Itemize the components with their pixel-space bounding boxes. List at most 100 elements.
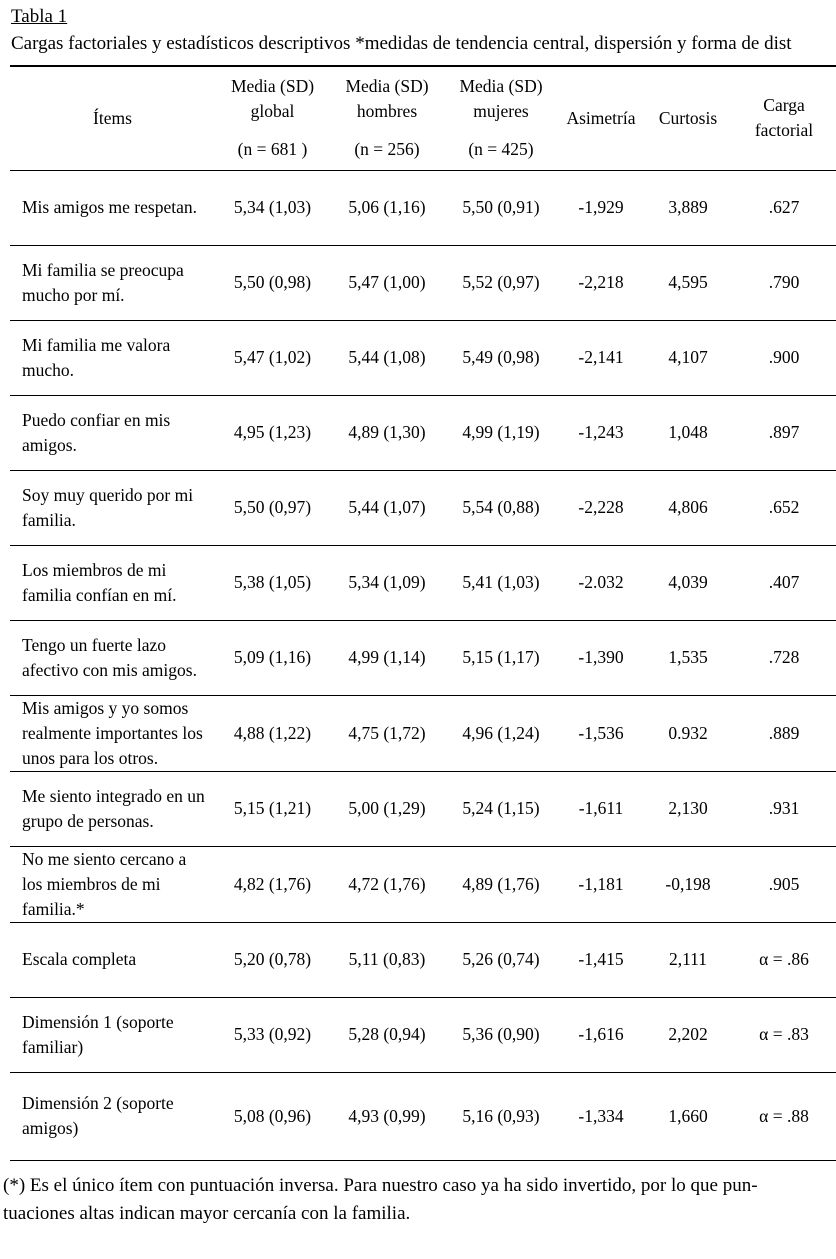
media-global-cell: 5,15 (1,21) [233, 798, 312, 818]
curtosis-cell: 1,535 [668, 647, 708, 667]
media-global-cell: 5,33 (0,92) [233, 1024, 312, 1044]
media-hombres-cell: 4,89 (1,30) [348, 422, 426, 442]
asimetria-cell: -1,929 [578, 197, 624, 217]
media-hombres-line2: hombres [356, 101, 418, 122]
item-text-cell: Mis amigos me respetan. [22, 197, 197, 217]
paper-page: Tabla 1 Cargas factoriales y estadístico… [0, 5, 836, 1228]
asimetria-cell: -1,611 [578, 798, 624, 818]
table-row: Escala completa 5,20 (0,78) 5,11 (0,83) 5,2… [10, 922, 836, 997]
media-global-cell: 4,95 (1,23) [233, 422, 312, 442]
media-mujeres-cell: 5,15 (1,17) [462, 647, 540, 667]
carga-factorial-cell: .905 [768, 873, 800, 894]
curtosis-cell: 1,048 [668, 422, 708, 442]
item-text-cell: Dimensión 2 (soporte amigos) [22, 1093, 174, 1138]
curtosis-cell: 4,039 [668, 572, 708, 592]
media-mujeres-cell: 5,41 (1,03) [462, 572, 540, 592]
carga-factorial-cell: .728 [768, 647, 800, 667]
item-text-cell: Puedo confiar en mis amigos. [22, 409, 171, 455]
table-row: Puedo confiar en mis amigos. 4,95 (1,23) 4… [10, 395, 836, 470]
curtosis-cell: 4,595 [668, 272, 708, 292]
media-global-n: (n = 681 ) [237, 139, 308, 160]
media-hombres-cell: 5,28 (0,94) [348, 1024, 426, 1044]
media-global-cell: 5,38 (1,05) [233, 572, 312, 592]
curtosis-cell: 4,806 [668, 497, 708, 517]
media-mujeres-n: (n = 425) [468, 139, 534, 160]
asimetria-cell: -1,243 [578, 422, 624, 442]
carga-line1: Carga [763, 95, 805, 116]
carga-line2: factorial [754, 120, 814, 141]
table-row: Mis amigos me respetan. 5,34 (1,03) 5,06 (… [10, 170, 836, 245]
carga-factorial-cell: .889 [768, 722, 800, 743]
curtosis-cell: 2,202 [668, 1024, 708, 1044]
media-hombres-cell: 4,93 (0,99) [348, 1105, 426, 1126]
table-row: Me siento integrado en un grupo de perso… [10, 771, 836, 846]
asimetria-cell: -1,415 [578, 949, 624, 969]
carga-factorial-cell: .790 [768, 272, 800, 292]
carga-factorial-cell: .652 [768, 497, 800, 517]
media-global-cell: 5,20 (0,78) [233, 949, 312, 969]
media-mujeres-cell: 5,26 (0,74) [462, 949, 540, 969]
media-hombres-line1: Media (SD) [345, 76, 429, 97]
col-header-media-hombres: Media (SD) hombres (n = 256) [330, 66, 444, 170]
asimetria-cell: -2,228 [578, 497, 624, 517]
media-hombres-cell: 5,34 (1,09) [348, 572, 426, 592]
asimetria-cell: -1,334 [578, 1105, 624, 1126]
col-header-carga-factorial: Carga factorial [732, 66, 836, 170]
table-row: Soy muy querido por mi familia. 5,50 (0,9… [10, 470, 836, 545]
asimetria-cell: -2,218 [578, 272, 624, 292]
media-mujeres-cell: 5,24 (1,15) [462, 798, 540, 818]
media-mujeres-cell: 5,50 (0,91) [462, 197, 540, 217]
asimetria-cell: -1,181 [578, 873, 624, 894]
carga-factorial-cell: α = .88 [759, 1105, 809, 1126]
carga-factorial-cell: α = .83 [759, 1024, 809, 1044]
curtosis-cell: 2,111 [668, 949, 708, 969]
curtosis-cell: 0.932 [668, 722, 708, 743]
table-row: Los miembros de mi familia confían en mí… [10, 545, 836, 620]
table-footnote: (*) Es el único ítem con puntuación inve… [3, 1172, 833, 1228]
media-hombres-n: (n = 256) [354, 139, 420, 160]
table-row: Mi familia me valora mucho. 5,47 (1,02) 5,… [10, 320, 836, 395]
item-text-cell: Los miembros de mi familia confían en mí… [22, 559, 177, 605]
statistics-table: Ítems Media (SD) global (n = 681 ) Media… [10, 65, 836, 1161]
carga-factorial-cell: .931 [768, 798, 800, 818]
media-hombres-cell: 5,47 (1,00) [348, 272, 426, 292]
media-mujeres-cell: 4,99 (1,19) [462, 422, 540, 442]
media-mujeres-cell: 5,36 (0,90) [462, 1024, 540, 1044]
media-hombres-cell: 5,44 (1,07) [348, 497, 426, 517]
media-global-cell: 4,82 (1,76) [233, 873, 312, 894]
media-global-cell: 5,09 (1,16) [233, 647, 312, 667]
col-header-media-mujeres: Media (SD) mujeres (n = 425) [444, 66, 558, 170]
media-mujeres-cell: 5,52 (0,97) [462, 272, 540, 292]
asimetria-cell: -1,390 [578, 647, 624, 667]
media-mujeres-line2: mujeres [473, 101, 529, 122]
media-hombres-cell: 5,00 (1,29) [348, 798, 426, 818]
asimetria-cell: -2.032 [578, 572, 624, 592]
media-mujeres-cell: 5,16 (0,93) [462, 1105, 540, 1126]
item-text-cell: No me siento cercano a los miembros de m… [22, 848, 187, 919]
carga-factorial-cell: .407 [768, 572, 800, 592]
asimetria-cell: -2,141 [578, 347, 624, 367]
asimetria-cell: -1,616 [578, 1024, 624, 1044]
item-text-cell: Escala completa [22, 949, 137, 969]
table-row: Tengo un fuerte lazo afectivo con mis am… [10, 620, 836, 695]
asimetria-cell: -1,536 [578, 722, 624, 743]
item-text-cell: Soy muy querido por mi familia. [22, 484, 194, 530]
col-header-items: Ítems [93, 107, 132, 128]
media-global-cell: 4,88 (1,22) [233, 722, 312, 743]
carga-factorial-cell: .900 [768, 347, 800, 367]
media-mujeres-cell: 4,89 (1,76) [462, 873, 540, 894]
carga-factorial-cell: .897 [768, 422, 800, 442]
media-global-cell: 5,47 (1,02) [233, 347, 312, 367]
col-header-asimetria: Asimetría [566, 107, 636, 128]
table-caption: Cargas factoriales y estadísticos descri… [11, 33, 792, 54]
footnote-line2: tuaciones altas indican mayor cercanía c… [3, 1202, 411, 1224]
media-mujeres-cell: 4,96 (1,24) [462, 722, 540, 743]
media-mujeres-cell: 5,49 (0,98) [462, 347, 540, 367]
media-global-cell: 5,50 (0,97) [233, 497, 312, 517]
table-row: No me siento cercano a los miembros de m… [10, 846, 836, 922]
media-global-cell: 5,08 (0,96) [233, 1105, 312, 1126]
media-hombres-cell: 5,11 (0,83) [348, 949, 426, 969]
media-global-line2: global [250, 101, 295, 122]
media-hombres-cell: 5,06 (1,16) [348, 197, 426, 217]
curtosis-cell: 4,107 [668, 347, 708, 367]
